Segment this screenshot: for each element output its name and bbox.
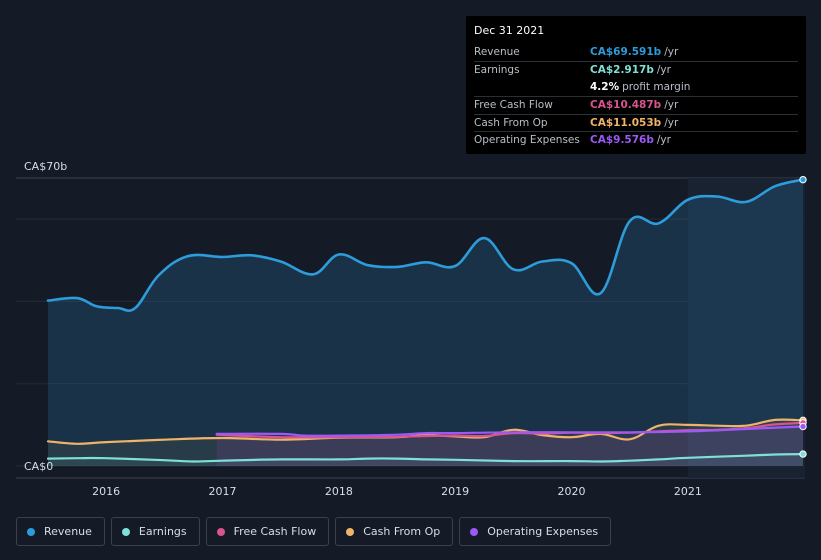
series-line-operating-expenses [215, 425, 805, 437]
series-endpoints [799, 175, 807, 458]
x-tick-label: 2018 [325, 485, 353, 498]
tooltip-row-label: Cash From Op [474, 116, 548, 129]
x-tick-label: 2021 [674, 485, 702, 498]
series-area-revenue [48, 179, 803, 466]
tooltip-row-unit: /yr [664, 99, 679, 112]
tooltip-row-label: Revenue [474, 46, 520, 58]
data-tooltip: Dec 31 2021 Revenue CA$69.591b/yr Earnings… [466, 16, 806, 154]
tooltip-row-label [474, 79, 590, 96]
tooltip-row-unit: /yr [664, 116, 679, 129]
y-tick-label: CA$70b [24, 160, 67, 173]
legend-dot-icon [470, 527, 479, 536]
chart-legend: Revenue Earnings Free Cash Flow Cash From O… [16, 517, 612, 546]
tooltip-row: Free Cash Flow CA$10.487b/yr [474, 96, 798, 113]
x-tick-label: 2016 [92, 485, 120, 498]
legend-item-label: Cash From Op [363, 525, 441, 538]
tooltip-row-value: CA$9.576b [590, 133, 654, 146]
series-area-free-cash-flow [216, 422, 803, 466]
series-endpoint-revenue [799, 175, 807, 184]
legend-item-free-cash-flow[interactable]: Free Cash Flow [205, 517, 330, 546]
tooltip-row-unit: /yr [656, 64, 671, 77]
tooltip-row: Earnings CA$2.917b/yr [474, 61, 798, 78]
tooltip-rows: Revenue CA$69.591b/yr Earnings CA$2.917b/yr… [474, 44, 798, 148]
chart-axes: CA$70b CA$0 2016 2017 2018 2019 2020 2021 [24, 160, 702, 498]
legend-dot-icon [346, 527, 355, 536]
tooltip-row: Operating Expenses CA$9.576b/yr [474, 130, 798, 148]
tooltip-row-unit: /yr [664, 46, 679, 58]
legend-item-label: Free Cash Flow [233, 525, 317, 538]
tooltip-row: 4.2% profit margin [474, 79, 798, 96]
legend-dot-icon [27, 527, 35, 536]
tooltip-row-label: Earnings [474, 64, 520, 77]
x-tick-label: 2019 [441, 485, 469, 498]
legend-item-earnings[interactable]: Earnings [110, 517, 200, 546]
series-areas [48, 179, 803, 466]
tooltip-row-value: CA$10.487b [590, 99, 662, 112]
series-area-cash-from-op [48, 419, 803, 466]
legend-dot-icon [121, 527, 130, 536]
series-lines [46, 178, 805, 463]
series-endpoint-earnings [799, 450, 807, 458]
legend-item-label: Earnings [138, 525, 187, 538]
series-endpoint-operating-expenses [799, 422, 807, 431]
legend-item-cash-from-op[interactable]: Cash From Op [335, 517, 454, 546]
legend-item-label: Revenue [44, 525, 92, 538]
tooltip-row-unit: profit margin [622, 80, 691, 93]
legend-item-revenue[interactable]: Revenue [16, 517, 105, 546]
series-line-earnings [46, 453, 805, 463]
series-line-revenue [46, 178, 805, 312]
legend-dot-icon [216, 527, 225, 536]
tooltip-date: Dec 31 2021 [474, 24, 545, 37]
tooltip-row: Revenue CA$69.591b/yr [474, 44, 798, 61]
tooltip-row-value: CA$11.053b [590, 116, 662, 129]
tooltip-row-value: CA$69.591b [590, 46, 662, 58]
legend-item-label: Operating Expenses [487, 525, 599, 538]
x-tick-label: 2020 [557, 485, 585, 498]
tooltip-row: Cash From Op CA$11.053b/yr [474, 113, 798, 131]
tooltip-row-label: Operating Expenses [474, 133, 580, 146]
x-tick-label: 2017 [208, 485, 236, 498]
legend-item-operating-expenses[interactable]: Operating Expenses [459, 517, 612, 546]
tooltip-row-value: 4.2% [590, 80, 620, 93]
tooltip-row-label: Free Cash Flow [474, 99, 553, 112]
tooltip-row-value: CA$2.917b [590, 64, 654, 77]
chart-grid [16, 177, 805, 479]
y-tick-label: CA$0 [24, 460, 53, 473]
tooltip-row-unit: /yr [656, 133, 671, 146]
